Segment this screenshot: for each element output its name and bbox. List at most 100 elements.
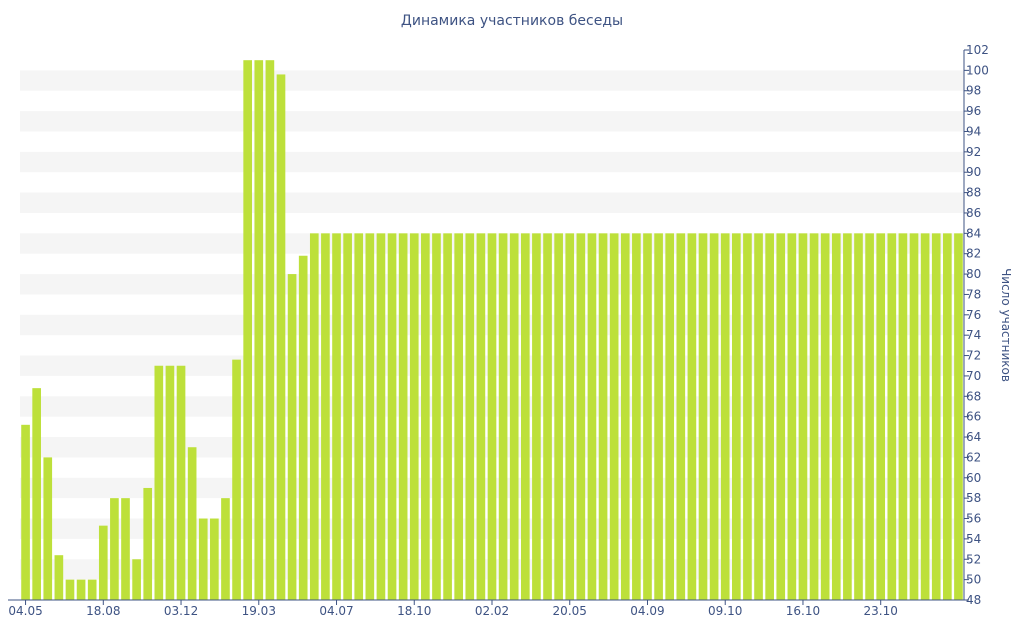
y-tick-label: 86 xyxy=(966,206,981,220)
x-tick-label: 02.02 xyxy=(475,604,509,618)
chart-title: Динамика участников беседы xyxy=(400,13,624,29)
bar xyxy=(21,424,30,600)
y-tick-label: 94 xyxy=(966,124,981,138)
bar xyxy=(931,233,941,600)
bar xyxy=(432,233,441,600)
bar xyxy=(110,498,119,600)
bar xyxy=(787,233,797,600)
bar xyxy=(198,518,208,600)
bar xyxy=(221,498,230,600)
y-tick-label: 74 xyxy=(966,328,981,342)
y-tick-label: 76 xyxy=(966,308,981,322)
y-tick-label: 64 xyxy=(966,430,981,444)
x-tick-label: 20.05 xyxy=(553,604,587,618)
bar xyxy=(609,233,619,600)
bar xyxy=(587,233,597,600)
x-tick-label: 09.10 xyxy=(708,604,742,618)
grid-band xyxy=(20,192,964,213)
x-tick-label: 18.08 xyxy=(86,604,120,618)
bar xyxy=(254,60,264,600)
bar xyxy=(809,233,819,600)
y-tick-label: 78 xyxy=(966,287,981,301)
bar xyxy=(565,233,575,600)
bar xyxy=(387,233,397,600)
bar xyxy=(465,233,475,600)
bar xyxy=(831,233,841,600)
bar xyxy=(398,233,408,600)
bar xyxy=(409,233,419,600)
bar xyxy=(754,233,763,600)
y-tick-label: 60 xyxy=(966,471,981,485)
bar xyxy=(132,559,141,600)
x-tick-label: 23.10 xyxy=(864,604,898,618)
bar xyxy=(920,233,930,600)
x-tick-label: 03.12 xyxy=(164,604,198,618)
bar xyxy=(543,233,552,600)
bar xyxy=(865,233,874,600)
bar xyxy=(498,233,508,600)
bar xyxy=(509,233,519,600)
bar xyxy=(676,233,686,600)
y-tick-label: 96 xyxy=(966,104,981,118)
bar xyxy=(98,525,108,600)
y-tick-label: 58 xyxy=(966,491,981,505)
y-tick-label: 62 xyxy=(966,450,981,464)
y-tick-label: 98 xyxy=(966,84,981,98)
bar xyxy=(954,233,963,600)
y-tick-label: 82 xyxy=(966,247,981,261)
bar xyxy=(476,233,486,600)
bar xyxy=(32,388,41,600)
bar xyxy=(909,233,919,600)
bar xyxy=(265,60,275,600)
bar xyxy=(887,233,897,600)
bar xyxy=(532,233,541,600)
bar xyxy=(654,233,663,600)
bar xyxy=(720,233,730,600)
y-tick-label: 68 xyxy=(966,389,981,403)
bar xyxy=(820,233,830,600)
bar xyxy=(743,233,752,600)
y-tick-label: 52 xyxy=(966,552,981,566)
bar xyxy=(598,233,608,600)
bar xyxy=(687,233,697,600)
y-tick-label: 80 xyxy=(966,267,981,281)
x-tick-label: 04.07 xyxy=(319,604,353,618)
bar xyxy=(276,74,286,600)
bar xyxy=(732,233,741,600)
y-axis-title: Число участников xyxy=(999,268,1013,382)
bar xyxy=(576,233,586,600)
bar xyxy=(365,233,375,600)
bar xyxy=(154,365,164,600)
y-tick-label: 84 xyxy=(966,226,981,240)
bar xyxy=(176,365,186,600)
bar xyxy=(620,233,630,600)
bar-series xyxy=(21,60,963,601)
bar xyxy=(421,233,430,600)
y-tick-label: 90 xyxy=(966,165,981,179)
y-tick-label: 48 xyxy=(966,593,981,607)
x-tick-label: 04.09 xyxy=(630,604,664,618)
bar xyxy=(343,233,352,600)
bar xyxy=(898,233,908,600)
x-tick-label: 16.10 xyxy=(786,604,820,618)
y-axis: 48 50 52 54 56 58 60 62 64 66 68 70 72 74 76 78 80 82 84 86… xyxy=(963,43,1013,607)
grid-band xyxy=(20,151,964,173)
bar xyxy=(554,233,563,600)
bar xyxy=(121,498,130,600)
x-axis: 04.05 18.08 03.12 19.03 04.07 18.10 02.02 20.05… xyxy=(8,599,964,618)
bar xyxy=(454,233,464,600)
x-tick-label: 19.03 xyxy=(242,604,276,618)
bar xyxy=(698,233,708,600)
bar xyxy=(798,233,808,600)
y-tick-label: 50 xyxy=(966,573,981,587)
bar xyxy=(354,233,364,600)
bar xyxy=(210,518,219,600)
grid-band xyxy=(20,111,964,132)
bar xyxy=(943,233,952,600)
grid-band xyxy=(20,70,964,91)
bar xyxy=(332,233,341,600)
bar xyxy=(520,233,530,600)
bar xyxy=(287,274,297,600)
bar xyxy=(54,555,64,600)
